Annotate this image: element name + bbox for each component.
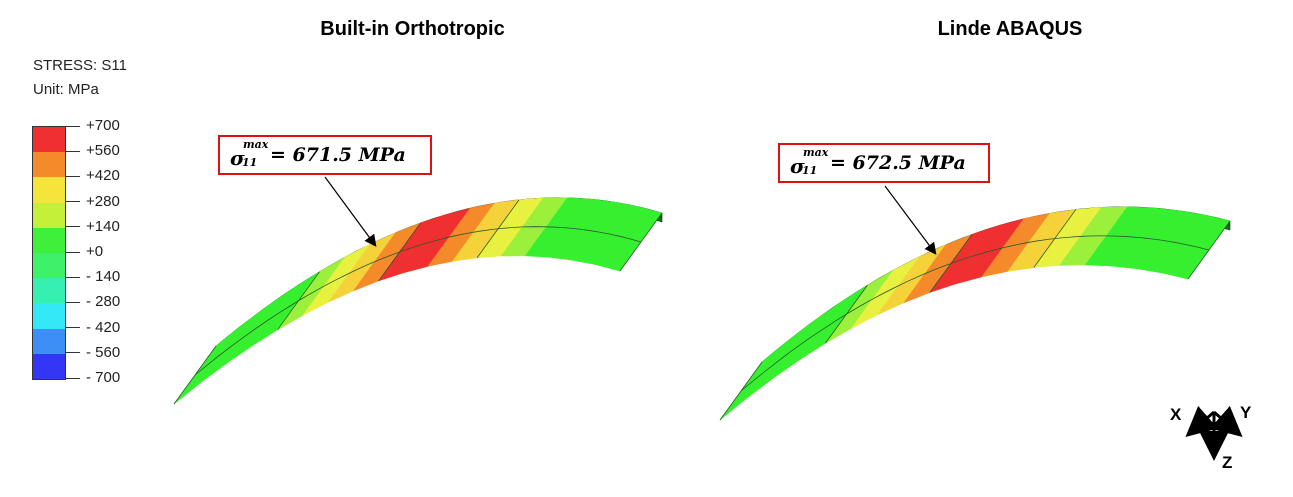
callout-max-stress-right: σ max 11 = 672.5 MPa (778, 143, 990, 183)
sigma-symbol: σ max 11 (230, 138, 269, 170)
legend-color-cell (33, 303, 65, 330)
legend-color-cell (33, 278, 65, 304)
z-axis-label: Z (1222, 453, 1232, 472)
callout-equation-left: = 671.5 MPa (270, 144, 406, 166)
legend-tick-label: - 700 (66, 370, 120, 386)
mesh-line (194, 226, 642, 376)
plate-left (173, 197, 663, 405)
legend-color-cell (33, 328, 65, 355)
x-axis-label: X (1170, 405, 1182, 424)
legend-color-cell (33, 227, 65, 254)
legend-tick-label: - 560 (66, 344, 120, 361)
callout-max-stress-left: σ max 11 = 671.5 MPa (218, 135, 432, 175)
mesh-line (740, 235, 1210, 392)
legend-color-cell (33, 177, 65, 204)
x-axis-arrow (1185, 405, 1218, 437)
legend-color-cell (33, 127, 65, 153)
legend-tick-label: - 420 (66, 319, 120, 336)
legend-tick-label: - 280 (66, 294, 120, 310)
leader-line-left (324, 176, 377, 247)
plate-right (719, 206, 1231, 421)
axis-triad: X Y Z (1170, 403, 1252, 472)
legend-tick-label: - 140 (66, 269, 120, 285)
legend-tick-label: +560 (66, 143, 120, 159)
legend-color-cell (33, 353, 65, 380)
title-linde-abaqus: Linde ABAQUS (937, 18, 1083, 40)
leader-line-right (884, 185, 937, 255)
legend-tick-label: +0 (66, 244, 103, 260)
callout-equation-right: = 672.5 MPa (830, 152, 966, 174)
legend-tick-label: +700 (66, 118, 120, 134)
y-axis-label: Y (1240, 403, 1252, 422)
legend-tick-label: +280 (66, 193, 120, 210)
legend-label: STRESS: S11 (33, 57, 127, 74)
sigma-symbol: σ max 11 (790, 146, 829, 178)
legend-color-cell (33, 202, 65, 229)
legend-unit: Unit: MPa (33, 81, 99, 98)
y-axis-arrow (1210, 405, 1243, 437)
legend-tick-label: +420 (66, 168, 120, 184)
legend-tick-label: +140 (66, 218, 120, 235)
legend-color-cell (33, 152, 65, 178)
legend-color-cell (33, 253, 65, 279)
title-builtin-orthotropic: Built-in Orthotropic (320, 18, 505, 40)
legend-color-bar (32, 126, 66, 380)
